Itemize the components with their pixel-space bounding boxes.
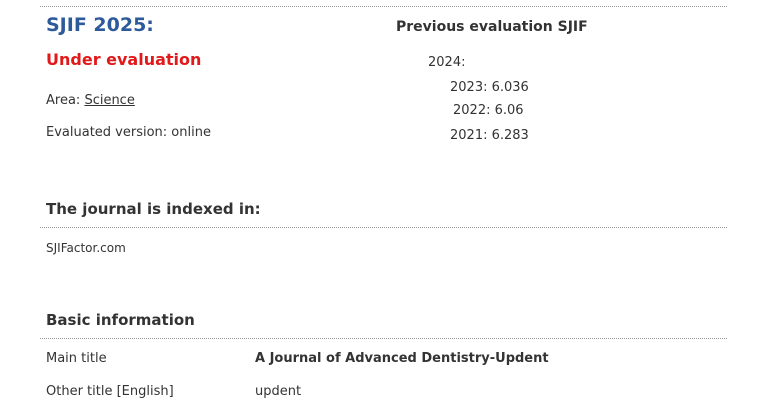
divider (40, 6, 727, 7)
area-link[interactable]: Science (84, 93, 135, 108)
year-entry: 2022: 6.06 (453, 103, 524, 118)
row-value: A Journal of Advanced Dentistry-Updent (255, 351, 549, 366)
row-label: Main title (46, 351, 107, 366)
indexed-title: The journal is indexed in: (46, 200, 261, 218)
divider (40, 227, 727, 228)
area-label: Area: (46, 93, 81, 108)
indexed-item: SJIFactor.com (46, 241, 126, 255)
row-value: updent (255, 384, 302, 399)
version: Evaluated version: online (46, 125, 211, 140)
year-entry: 2024: (428, 55, 466, 70)
basic-title: Basic information (46, 311, 195, 329)
status: Under evaluation (46, 50, 202, 69)
year-entry: 2021: 6.283 (450, 128, 529, 143)
sjif-title: SJIF 2025: (46, 14, 154, 36)
divider (40, 338, 727, 339)
previous-title: Previous evaluation SJIF (396, 19, 588, 35)
area: Area: Science (46, 93, 135, 109)
year-entry: 2023: 6.036 (450, 80, 529, 95)
row-label: Other title [English] (46, 384, 174, 399)
